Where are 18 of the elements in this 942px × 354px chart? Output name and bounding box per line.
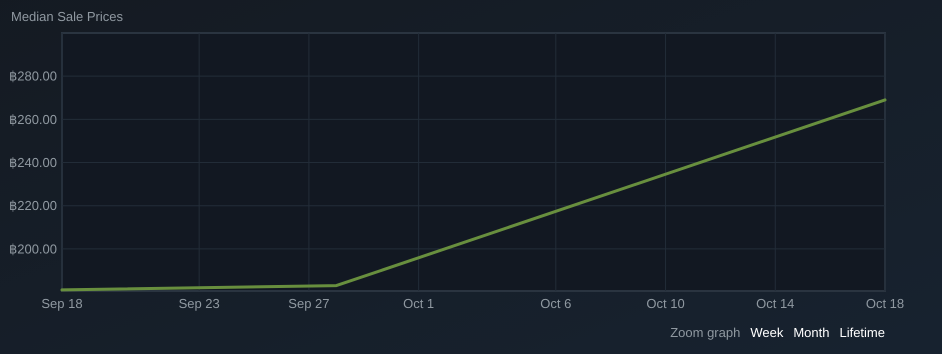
- text: Lifetime: [839, 325, 885, 340]
- x-tick-label: Oct 1: [403, 296, 434, 311]
- x-tick-label: Sep 23: [178, 296, 220, 311]
- y-tick-label: ฿280.00: [9, 68, 57, 84]
- y-tick-label: ฿240.00: [9, 155, 57, 170]
- y-tick-label: ฿220.00: [9, 198, 57, 214]
- x-tick-label: Oct 14: [756, 296, 794, 311]
- y-tick-label: ฿200.00: [9, 241, 57, 256]
- x-tick-label: Oct 18: [866, 296, 904, 311]
- text: Month: [793, 325, 830, 340]
- y-tick-label: ฿260.00: [9, 112, 57, 127]
- x-tick-label: Oct 10: [646, 296, 685, 311]
- x-tick-label: Sep 27: [288, 296, 330, 311]
- x-tick-label: Sep 18: [41, 296, 83, 311]
- x-tick-label: Oct 6: [540, 296, 572, 311]
- chart-title: Median Sale Prices: [11, 9, 124, 24]
- text: Zoom graph: [670, 325, 740, 340]
- text: Week: [750, 325, 784, 340]
